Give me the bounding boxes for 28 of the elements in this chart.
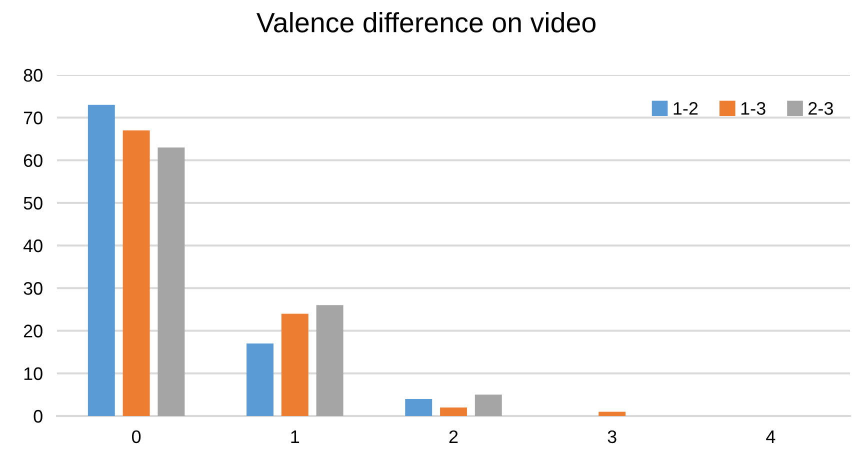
bar [88,104,115,416]
x-tick-label: 3 [608,430,616,444]
x-tick-label: 4 [766,430,776,443]
bar [158,147,185,416]
bar [474,394,502,416]
bar [122,130,150,416]
bar [405,398,432,416]
y-tick-label: 70 [24,112,42,124]
legend-label: 1-2 [674,102,698,115]
y-tick-label: 50 [24,196,42,210]
y-tick-label: 0 [34,410,42,423]
legend-label: 1-3 [741,102,766,115]
y-tick-label: 10 [24,367,42,380]
y-tick-label: 30 [24,282,42,295]
bar [246,344,274,416]
bar [440,407,467,416]
y-tick-label: 20 [24,324,42,338]
x-tick-label: 2 [449,430,458,443]
chart-title: Valence difference on video [256,12,596,32]
bar [598,412,626,416]
x-tick-label: 0 [132,430,141,444]
bar [316,305,344,416]
y-tick-label: 40 [23,239,42,252]
bar [281,314,308,416]
y-tick-label: 80 [24,68,42,82]
legend-label: 2-3 [808,102,833,115]
x-tick-label: 1 [291,430,300,443]
y-tick-label: 60 [24,154,42,167]
